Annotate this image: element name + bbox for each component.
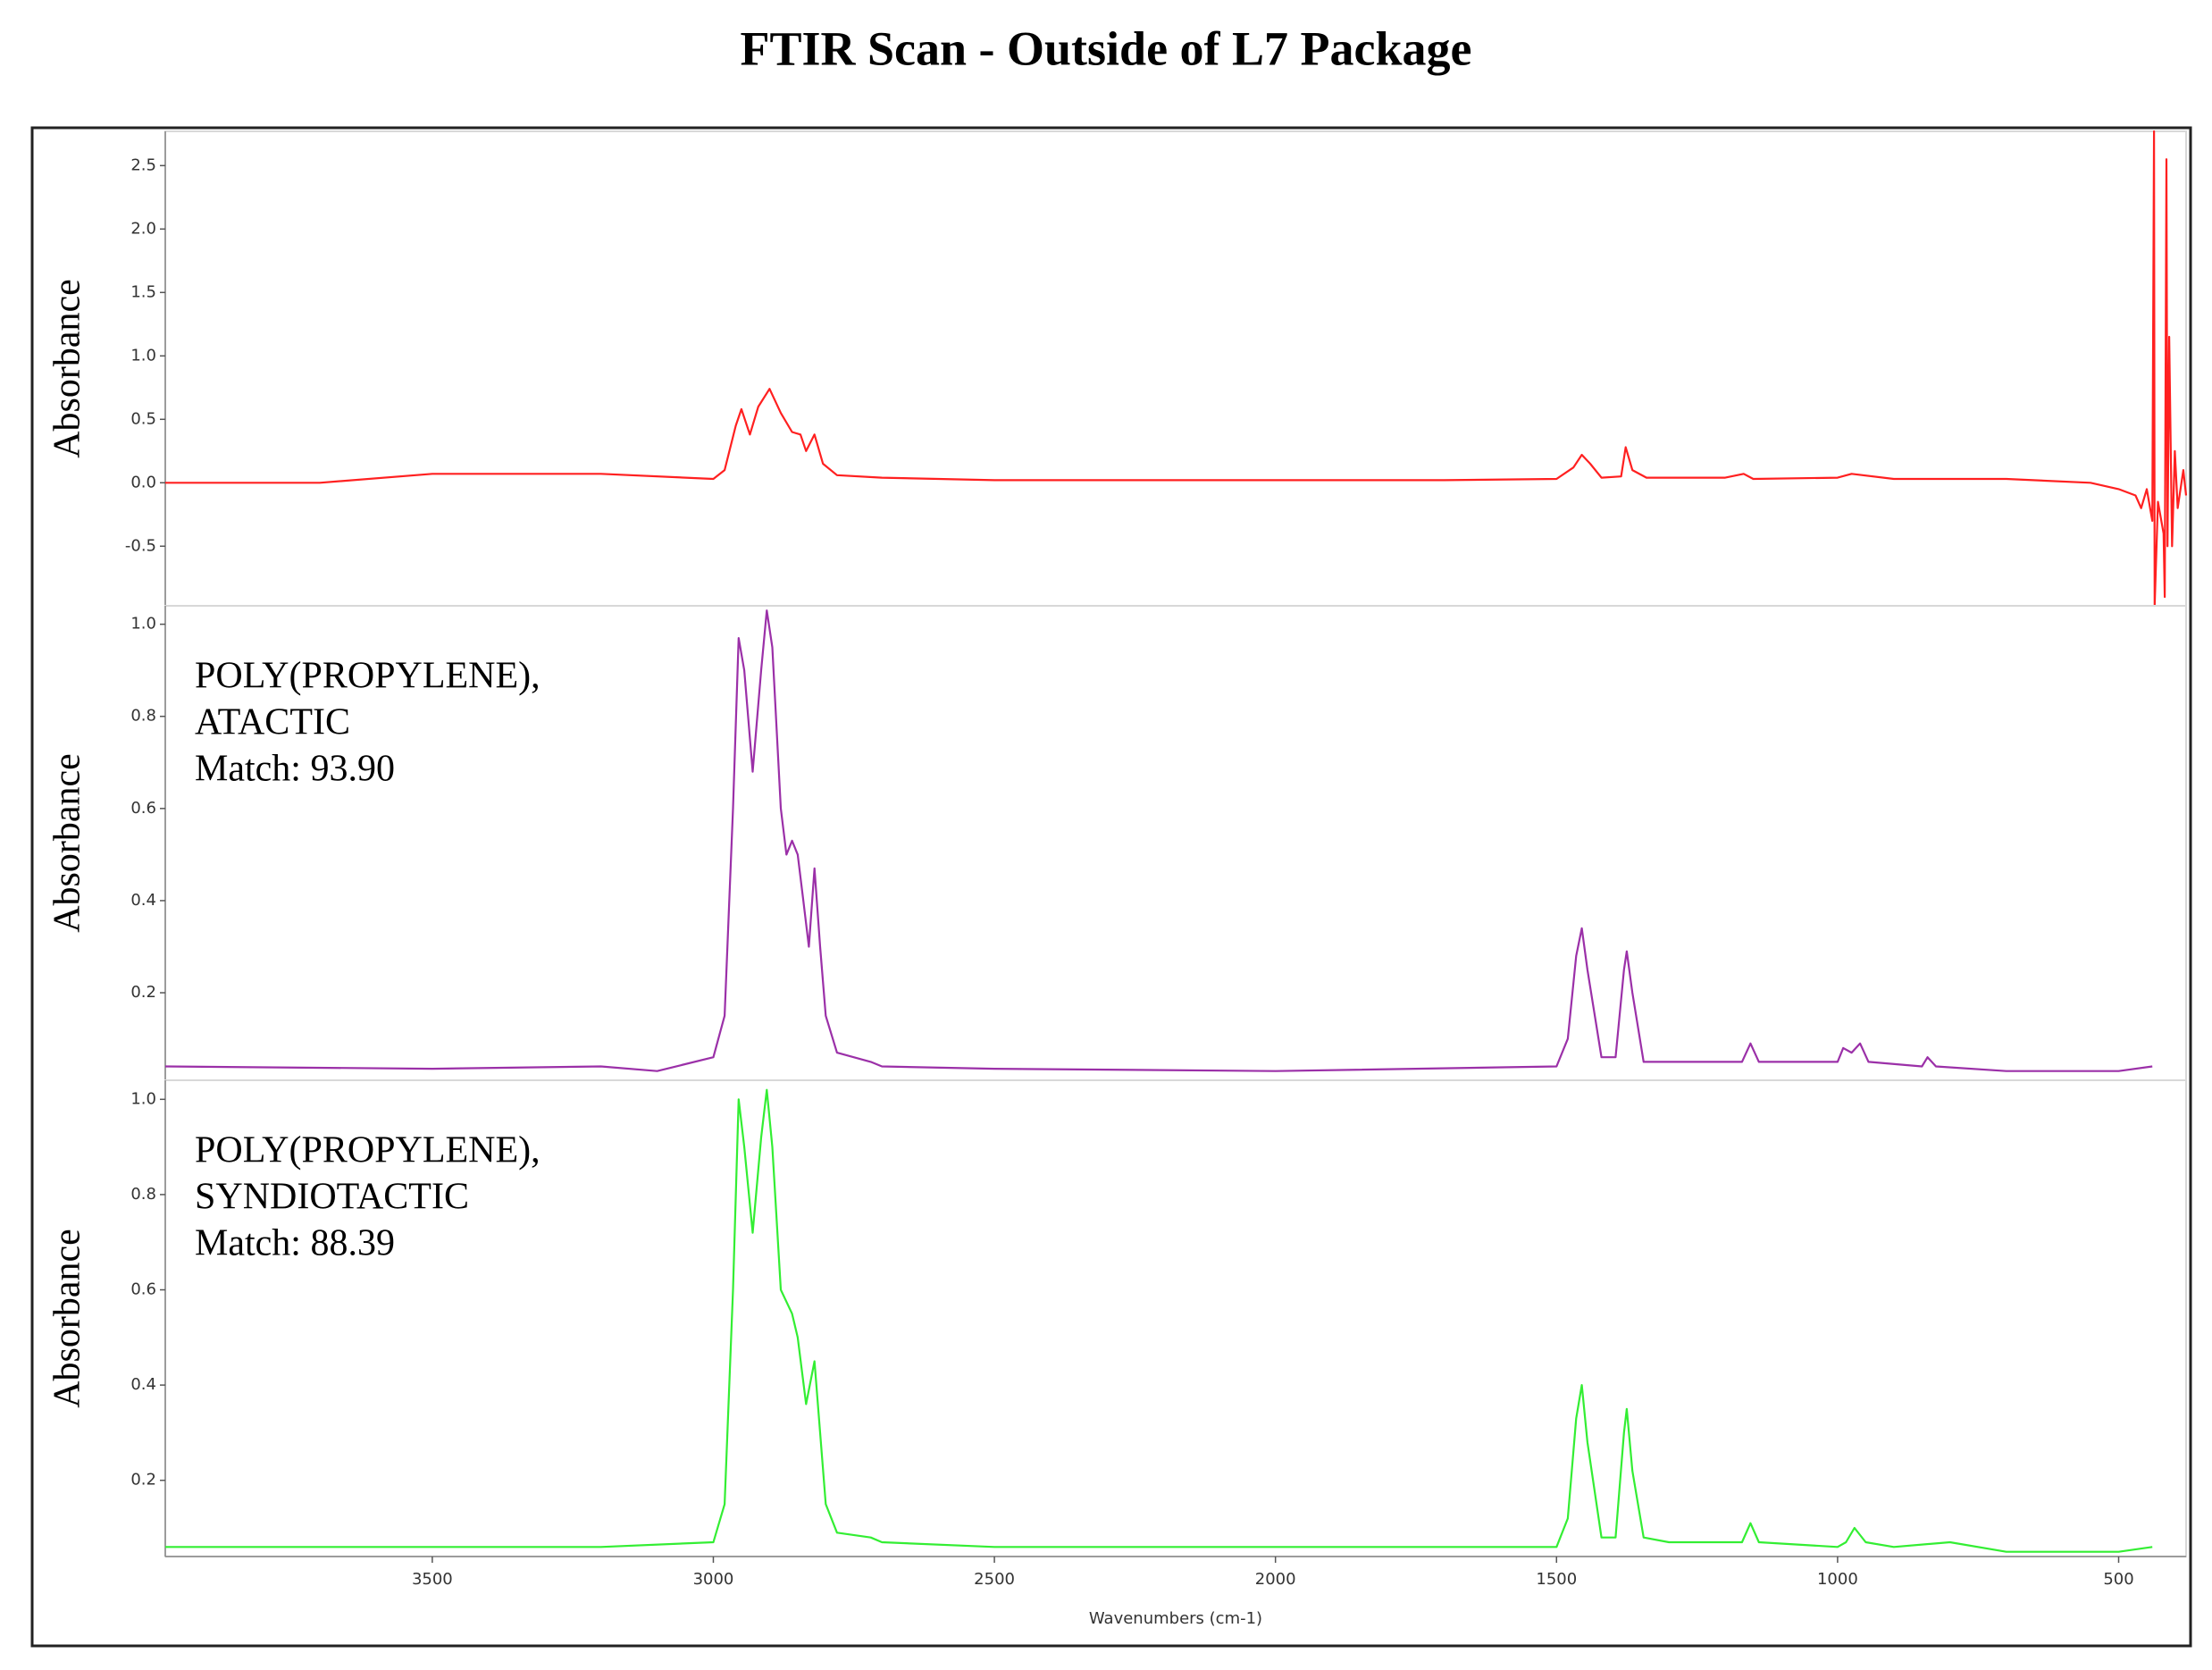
x-tick-label: 1500: [1536, 1570, 1577, 1589]
annotation: Match: 88.39: [195, 1223, 395, 1264]
y-axis-label: Absorbance: [47, 753, 88, 933]
y-tick-label: 0.2: [130, 1471, 156, 1490]
x-tick-label: 500: [2103, 1570, 2133, 1589]
page-title: FTIR Scan - Outside of L7 Package: [740, 21, 1471, 75]
spectrum-line: [165, 1088, 2153, 1553]
annotation: POLY(PROPYLENE),: [195, 656, 540, 697]
x-tick-label: 1000: [1817, 1570, 1858, 1589]
annotation: POLY(PROPYLENE),: [195, 1130, 540, 1171]
plot-area: [164, 130, 2187, 607]
y-tick-label: 0.8: [130, 1185, 156, 1204]
y-tick-label: 0.6: [130, 799, 156, 818]
y-tick-label: 0.5: [130, 409, 156, 428]
y-tick-label: 2.5: [130, 155, 156, 174]
y-tick-label: 0.2: [130, 983, 156, 1002]
y-tick-label: -0.5: [125, 536, 156, 555]
y-tick-label: 0.6: [130, 1280, 156, 1299]
x-tick-label: 3000: [693, 1570, 734, 1589]
annotation: SYNDIOTACTIC: [195, 1177, 469, 1218]
y-tick-label: 1.0: [130, 1089, 156, 1108]
y-tick-label: 1.0: [130, 346, 156, 365]
spectrum-line: [164, 609, 2153, 1072]
y-axis-label: Absorbance: [47, 279, 88, 458]
x-tick-label: 3500: [412, 1570, 453, 1589]
y-tick-label: 1.5: [130, 282, 156, 301]
y-tick-label: 0.0: [130, 473, 156, 491]
annotation: ATACTIC: [195, 702, 350, 743]
y-tick-label: 0.4: [130, 1375, 156, 1394]
x-tick-label: 2500: [974, 1570, 1015, 1589]
annotation: Match: 93.90: [195, 749, 395, 790]
y-tick-label: 0.8: [130, 707, 156, 726]
x-tick-label: 2000: [1255, 1570, 1296, 1589]
x-axis-label: Wavenumbers (cm-1): [1089, 1609, 1262, 1628]
y-tick-label: 1.0: [130, 615, 156, 634]
frame: [30, 126, 2192, 1648]
spectrum-line: [165, 130, 2188, 608]
y-tick-label: 2.0: [130, 219, 156, 238]
y-axis-label: Absorbance: [47, 1229, 88, 1408]
y-tick-label: 0.4: [130, 891, 156, 910]
